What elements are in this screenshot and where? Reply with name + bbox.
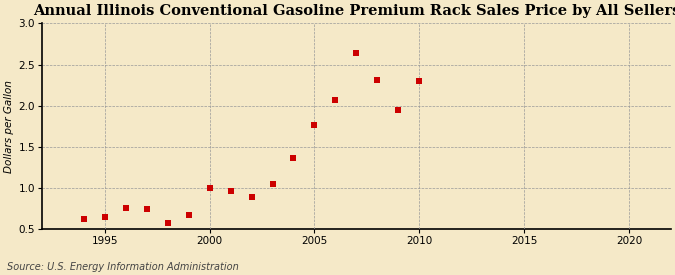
Point — [330, 98, 341, 102]
Point — [393, 108, 404, 112]
Point — [414, 79, 425, 83]
Point — [351, 51, 362, 55]
Point — [99, 214, 110, 219]
Y-axis label: Dollars per Gallon: Dollars per Gallon — [4, 80, 14, 173]
Point — [120, 205, 131, 210]
Point — [267, 182, 278, 186]
Title: Annual Illinois Conventional Gasoline Premium Rack Sales Price by All Sellers: Annual Illinois Conventional Gasoline Pr… — [32, 4, 675, 18]
Point — [288, 156, 299, 161]
Text: Source: U.S. Energy Information Administration: Source: U.S. Energy Information Administ… — [7, 262, 238, 272]
Point — [183, 213, 194, 217]
Point — [372, 78, 383, 82]
Point — [225, 189, 236, 194]
Point — [309, 123, 320, 128]
Point — [78, 217, 89, 221]
Point — [162, 221, 173, 226]
Point — [141, 206, 152, 211]
Point — [205, 186, 215, 190]
Point — [246, 195, 257, 199]
